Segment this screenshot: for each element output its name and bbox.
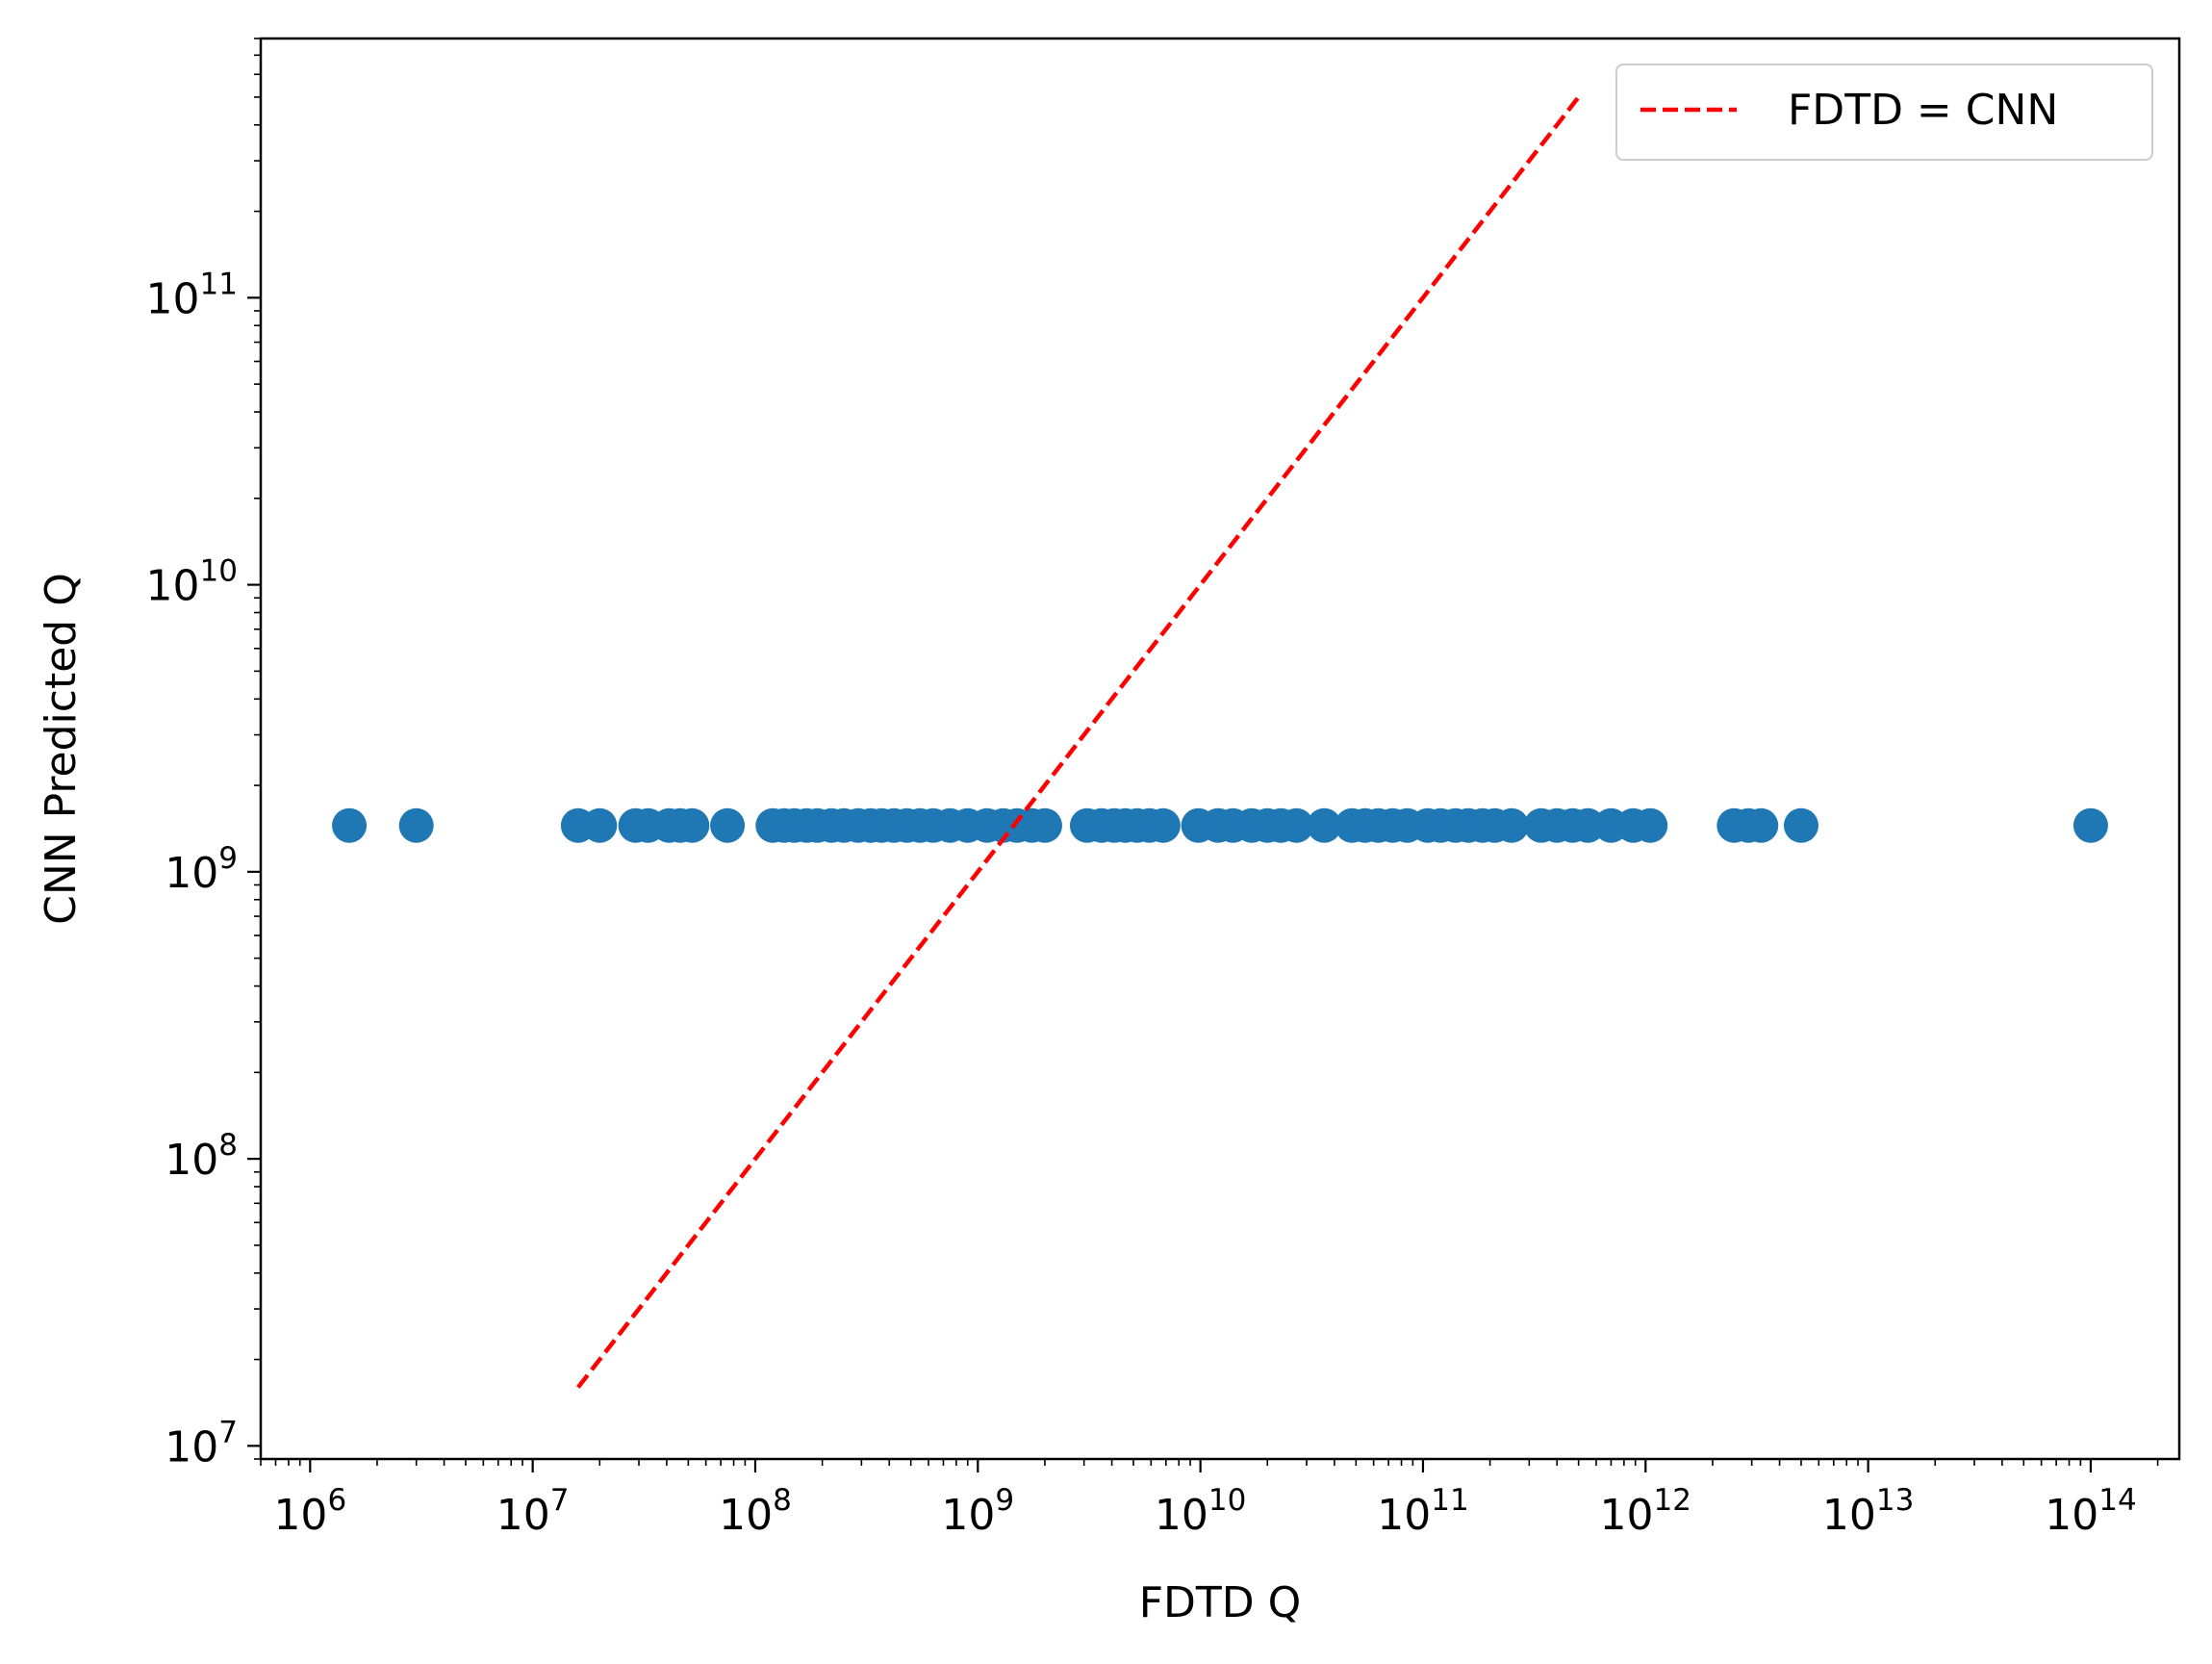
scatter-point (710, 807, 746, 843)
legend-box (1615, 64, 2153, 161)
scatter-point (2072, 807, 2108, 843)
x-tick-label: 107 (496, 1483, 570, 1540)
x-tick-label: 1012 (1600, 1483, 1691, 1540)
y-tick-label: 109 (165, 841, 238, 898)
axes-frame (259, 37, 2181, 1461)
x-tick-label: 108 (719, 1483, 792, 1540)
scatter-point (1743, 807, 1779, 843)
y-tick-label: 108 (165, 1128, 238, 1185)
plot-area (332, 95, 2108, 1389)
scatter-point (674, 807, 710, 843)
x-tick-label: 1010 (1155, 1483, 1246, 1540)
y-tick-label: 1011 (146, 267, 238, 323)
x-axis: 106 107 108 109 1010 1011 1012 1013 1014 (260, 1459, 2159, 1540)
x-tick-label: 1014 (2045, 1483, 2136, 1540)
scatter-point (398, 807, 434, 843)
scatter-point (1145, 807, 1181, 843)
x-tick-label: 106 (273, 1483, 346, 1540)
scatter-point (1783, 807, 1818, 843)
x-tick-label: 1011 (1377, 1483, 1468, 1540)
scatter-point (1307, 807, 1342, 843)
y-tick-label: 107 (165, 1415, 238, 1472)
y-tick-label: 1010 (146, 554, 238, 611)
x-tick-label: 109 (941, 1483, 1014, 1540)
scatter-point (582, 807, 618, 843)
legend: FDTD = CNN (1615, 64, 2153, 161)
scatter-point (1494, 807, 1530, 843)
reference-line (576, 95, 1581, 1389)
scatter-point (1279, 807, 1314, 843)
scatter-point (332, 807, 368, 843)
scatter-point (1633, 807, 1668, 843)
legend-entry-label: FDTD = CNN (1788, 86, 2058, 135)
x-axis-label: FDTD Q (1139, 1578, 1302, 1627)
scatter-point (1027, 807, 1062, 843)
y-axis-label: CNN Predicted Q (37, 573, 86, 925)
x-tick-label: 1013 (1822, 1483, 1914, 1540)
